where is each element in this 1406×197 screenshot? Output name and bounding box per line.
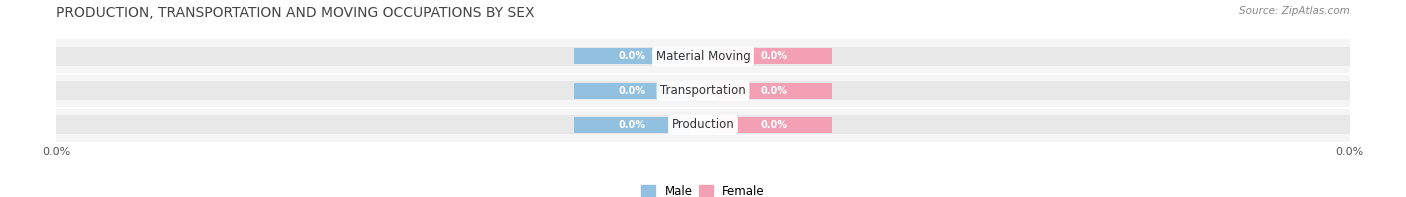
Bar [56, 81, 1350, 100]
Bar [716, 117, 832, 133]
Text: Material Moving: Material Moving [655, 50, 751, 63]
Bar [574, 117, 690, 133]
Bar [574, 48, 690, 64]
Text: 0.0%: 0.0% [619, 51, 645, 61]
Text: Source: ZipAtlas.com: Source: ZipAtlas.com [1239, 6, 1350, 16]
Text: Production: Production [672, 118, 734, 131]
Text: 0.0%: 0.0% [619, 86, 645, 96]
Text: Transportation: Transportation [661, 84, 745, 97]
Text: 0.0%: 0.0% [619, 120, 645, 130]
Bar [56, 115, 1350, 134]
Bar [716, 83, 832, 99]
Text: 0.0%: 0.0% [761, 86, 787, 96]
Legend: Male, Female: Male, Female [637, 180, 769, 197]
Bar [574, 83, 690, 99]
Text: 0.0%: 0.0% [761, 120, 787, 130]
Bar [56, 47, 1350, 66]
Text: PRODUCTION, TRANSPORTATION AND MOVING OCCUPATIONS BY SEX: PRODUCTION, TRANSPORTATION AND MOVING OC… [56, 6, 534, 20]
Bar [716, 48, 832, 64]
Text: 0.0%: 0.0% [761, 51, 787, 61]
